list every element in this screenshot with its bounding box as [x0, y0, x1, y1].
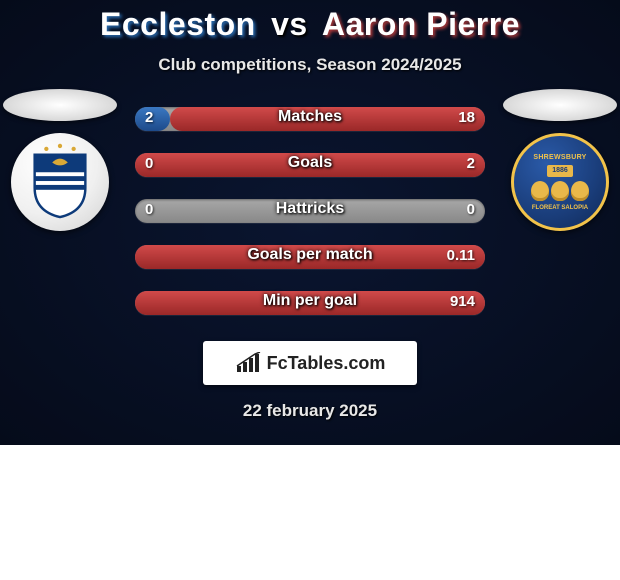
stat-value-left: 0: [145, 155, 153, 172]
shrewsbury-badge-icon: SHREWSBURY 1886 FLOREAT SALOPIA: [511, 133, 609, 231]
stat-row: 914Min per goal: [135, 291, 485, 315]
stat-row: 02Goals: [135, 153, 485, 177]
left-avatar-slot: [0, 89, 120, 231]
right-avatar-slot: SHREWSBURY 1886 FLOREAT SALOPIA: [500, 89, 620, 231]
huddersfield-badge-icon: [11, 133, 109, 231]
vs-text: vs: [271, 6, 308, 42]
stat-value-left: 0: [145, 201, 153, 218]
subtitle: Club competitions, Season 2024/2025: [0, 55, 620, 75]
stat-value-right: 0.11: [447, 247, 475, 264]
stat-value-right: 914: [450, 293, 475, 310]
brand-badge: FcTables.com: [203, 341, 417, 385]
chart-icon: [235, 352, 261, 374]
stat-value-right: 2: [467, 155, 475, 172]
date-text: 22 february 2025: [0, 401, 620, 421]
stat-value-right: 18: [458, 109, 475, 126]
stat-fill-right: [135, 245, 485, 269]
comparison-card: Eccleston vs Aaron Pierre Club competiti…: [0, 0, 620, 445]
main-area: SHREWSBURY 1886 FLOREAT SALOPIA 218Match…: [0, 107, 620, 315]
player2-name: Aaron Pierre: [322, 6, 520, 42]
stat-label: Hattricks: [135, 200, 485, 218]
player1-placeholder-icon: [3, 89, 117, 121]
stat-fill-right: [135, 291, 485, 315]
stat-fill-right: [135, 153, 485, 177]
blank-area: [0, 445, 620, 580]
page-title: Eccleston vs Aaron Pierre: [0, 6, 620, 43]
stat-row: 218Matches: [135, 107, 485, 131]
stat-row: 0.11Goals per match: [135, 245, 485, 269]
stats-bars: 218Matches02Goals00Hattricks0.11Goals pe…: [135, 107, 485, 315]
stat-row: 0 0Hattricks: [135, 199, 485, 223]
stat-value-right: 0: [467, 201, 475, 218]
stat-fill-right: [170, 107, 485, 131]
brand-text: FcTables.com: [267, 353, 386, 374]
stat-value-left: 2: [145, 109, 153, 126]
player1-name: Eccleston: [100, 6, 256, 42]
player2-placeholder-icon: [503, 89, 617, 121]
